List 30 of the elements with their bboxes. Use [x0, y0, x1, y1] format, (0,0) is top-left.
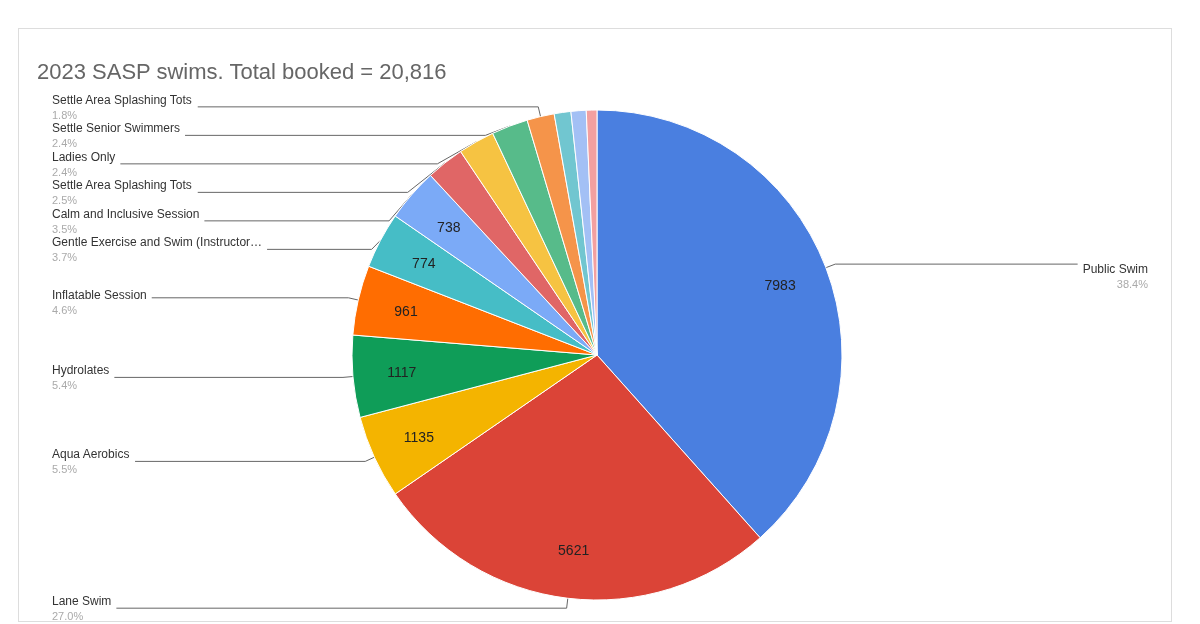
- slice-label: Gentle Exercise and Swim (Instructor…: [52, 235, 263, 250]
- slice-label: Settle Area Splashing Tots: [52, 178, 192, 193]
- data-label: 1.8%: [52, 108, 78, 121]
- slice-label: Settle Senior Swimmers: [52, 121, 181, 136]
- text: 774: [412, 255, 436, 272]
- slice-label: Aqua Aerobics: [52, 447, 130, 462]
- data-label: 3.5%: [52, 222, 78, 235]
- data-label: 4.6%: [52, 304, 78, 317]
- data-label: 2.4%: [52, 165, 78, 178]
- data-label: 3.7%: [52, 251, 78, 264]
- slice-label: Settle Area Splashing Tots: [52, 92, 192, 107]
- data-label: 5.4%: [52, 379, 78, 392]
- slice-label: Inflatable Session: [52, 288, 147, 303]
- text: 961: [394, 303, 418, 320]
- text: 5621: [558, 541, 590, 558]
- data-label: 2.5%: [52, 194, 78, 207]
- slice-label: Calm and Inclusive Session: [52, 206, 200, 221]
- text: 7983: [764, 277, 796, 294]
- slice-label: Lane Swim: [52, 594, 112, 609]
- chart-title: 2023 SASP swims. Total booked = 20,816: [37, 58, 447, 84]
- slice-label: Hydrolates: [52, 363, 110, 378]
- data-label: 2.4%: [52, 137, 78, 150]
- slice-label: Public Swim: [1082, 261, 1148, 276]
- data-label: 5.5%: [52, 463, 78, 476]
- data-label: 38.4%: [1116, 277, 1149, 290]
- text: 1117: [387, 364, 417, 381]
- text: 1135: [403, 428, 435, 445]
- data-label: 27.0%: [52, 610, 84, 623]
- text: 738: [437, 218, 461, 235]
- slice-label: Ladies Only: [52, 149, 116, 164]
